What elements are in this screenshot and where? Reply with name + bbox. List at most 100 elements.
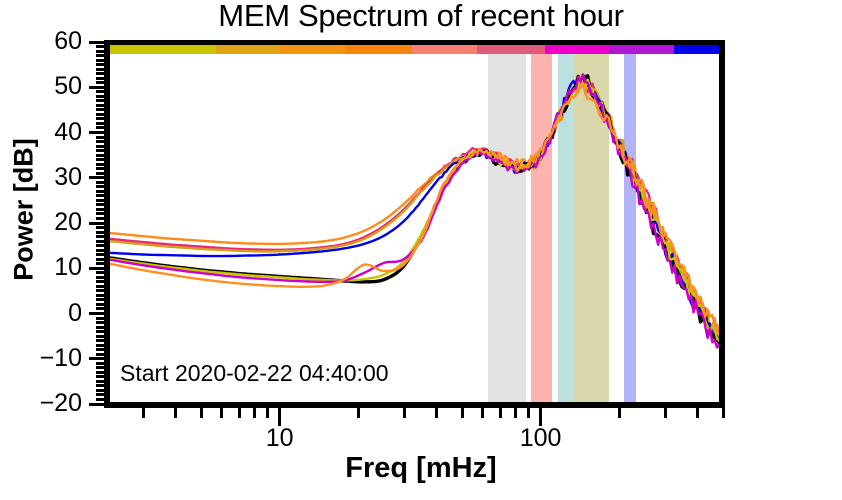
y-tick-major	[89, 85, 106, 89]
axis-frame-bottom	[104, 402, 725, 408]
x-tick-minor	[199, 408, 203, 418]
axis-frame-right	[719, 42, 725, 408]
y-tick-major	[89, 402, 106, 406]
cbar-gold	[215, 45, 281, 54]
x-tick-minor	[721, 408, 725, 418]
cbar-olive	[108, 45, 216, 54]
y-tick-minor	[96, 167, 106, 171]
y-tick-minor	[96, 321, 106, 325]
y-tick-minor	[96, 275, 106, 279]
y-tick-major	[89, 176, 106, 180]
y-tick-minor	[96, 370, 106, 374]
y-tick-major	[89, 40, 106, 44]
y-tick-label: 30	[54, 162, 82, 191]
x-tick-label: 100	[519, 424, 562, 452]
y-tick-label: 60	[54, 27, 82, 55]
axis-frame-top	[104, 40, 725, 45]
y-tick-minor	[96, 90, 106, 94]
y-tick-minor	[96, 103, 106, 107]
x-tick-minor	[513, 408, 517, 418]
y-tick-minor	[96, 235, 106, 239]
y-tick-label: −10	[39, 343, 82, 372]
y-tick-minor	[96, 81, 106, 85]
trace-blue	[106, 74, 721, 348]
cbar-salmon	[412, 45, 477, 54]
x-tick-minor	[237, 408, 241, 418]
band-salmon	[531, 42, 553, 404]
y-tick-minor	[96, 248, 106, 252]
y-tick-minor	[96, 189, 106, 193]
y-tick-minor	[96, 198, 106, 202]
y-tick-minor	[96, 316, 106, 320]
trace-orange-upper	[106, 75, 721, 339]
x-tick-minor	[266, 408, 270, 418]
y-tick-major	[89, 357, 106, 361]
y-tick-minor	[96, 262, 106, 266]
y-tick-minor	[96, 54, 106, 58]
cbar-orange	[344, 45, 413, 54]
y-tick-label: 0	[68, 298, 82, 327]
y-tick-minor	[96, 117, 106, 121]
x-tick-major	[539, 408, 543, 426]
y-tick-minor	[96, 216, 106, 220]
y-tick-major	[89, 266, 106, 270]
y-tick-minor	[96, 352, 106, 356]
x-tick-minor	[617, 408, 621, 418]
y-tick-label: 10	[54, 253, 82, 282]
x-tick-minor	[141, 408, 145, 418]
x-tick-minor	[402, 408, 406, 418]
y-tick-minor	[96, 302, 106, 306]
plot-area: Start 2020-02-22 04:40:00	[106, 42, 723, 404]
x-tick-minor	[498, 408, 502, 418]
y-tick-minor	[96, 45, 106, 49]
colorbar	[108, 45, 723, 54]
y-tick-minor	[96, 99, 106, 103]
cbar-amber	[280, 45, 345, 54]
y-tick-minor	[96, 375, 106, 379]
y-tick-minor	[96, 330, 106, 334]
y-tick-minor	[96, 230, 106, 234]
cbar-blue	[673, 45, 723, 54]
y-tick-minor	[96, 153, 106, 157]
y-tick-minor	[96, 194, 106, 198]
band-cyan	[558, 42, 573, 404]
cbar-purple	[609, 45, 674, 54]
y-tick-minor	[96, 108, 106, 112]
y-tick-minor	[96, 140, 106, 144]
y-tick-minor	[96, 76, 106, 80]
spectrum-curves	[106, 73, 721, 349]
y-tick-minor	[96, 58, 106, 62]
y-tick-major	[89, 131, 106, 134]
y-tick-major	[89, 312, 106, 315]
x-tick-minor	[252, 408, 256, 418]
band-periwinkle	[623, 42, 637, 404]
x-tick-minor	[356, 408, 360, 418]
y-tick-minor	[96, 63, 106, 67]
band-gray	[488, 42, 527, 404]
y-tick-major	[89, 221, 106, 225]
y-tick-minor	[96, 271, 106, 275]
y-tick-minor	[96, 388, 106, 392]
y-tick-minor	[96, 67, 106, 71]
y-tick-minor	[96, 158, 106, 162]
x-tick-minor	[220, 408, 224, 418]
x-tick-minor	[527, 408, 531, 418]
chart-title: MEM Spectrum of recent hour	[218, 0, 624, 33]
axis-frame-left	[104, 42, 110, 408]
y-tick-minor	[96, 280, 106, 284]
y-tick-minor	[96, 135, 106, 139]
y-tick-minor	[96, 126, 106, 130]
y-tick-minor	[96, 144, 106, 148]
y-tick-minor	[96, 207, 106, 211]
y-tick-minor	[96, 257, 106, 261]
y-tick-minor	[96, 94, 106, 98]
y-tick-minor	[96, 112, 106, 116]
x-tick-minor	[435, 408, 439, 418]
x-tick-minor	[696, 408, 700, 418]
y-tick-minor	[96, 121, 106, 125]
y-tick-minor	[96, 212, 106, 216]
start-time-annotation: Start 2020-02-22 04:40:00	[120, 360, 389, 386]
y-tick-minor	[96, 284, 106, 288]
y-tick-minor	[96, 393, 106, 397]
